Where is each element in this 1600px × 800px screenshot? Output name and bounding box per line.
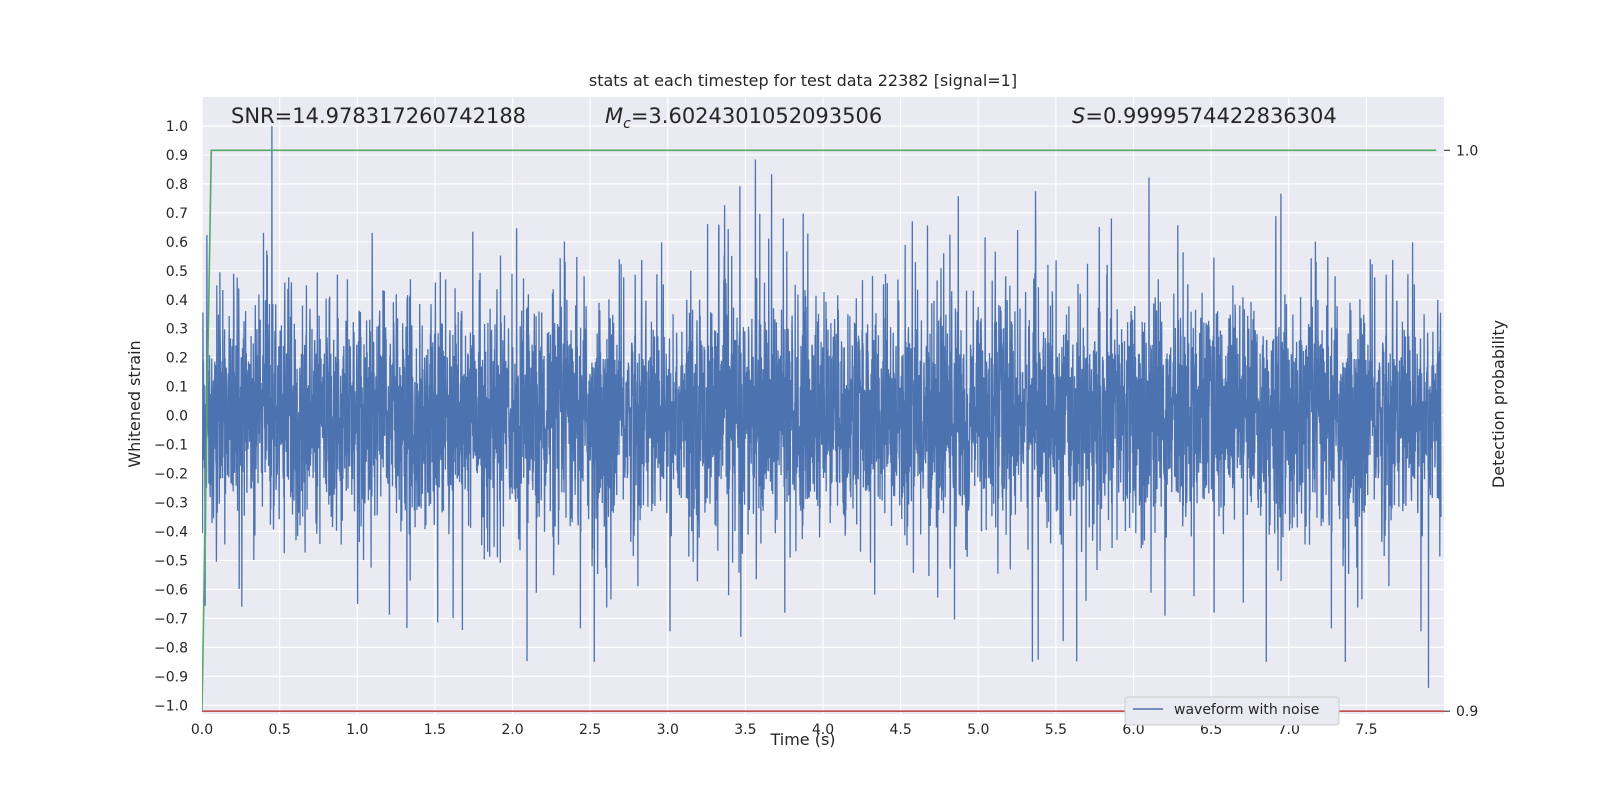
y-tick-label: 0.0 — [166, 409, 188, 425]
snr-annotation: SNR=14.978317260742188 — [231, 104, 526, 128]
x-tick-label: 4.0 — [812, 722, 834, 738]
y2-tick-label: 1.0 — [1456, 143, 1478, 159]
y2-axis-label: Detection probability — [1489, 320, 1508, 488]
x-tick-label: 5.5 — [1045, 722, 1067, 738]
x-tick-label: 7.0 — [1278, 722, 1300, 738]
chirp-mass-symbol: M — [605, 104, 623, 128]
tick-labels: 0.0 0.5 1.0 1.5 2.0 2.5 3.0 3.5 4.0 4.5 5.0 5.5 6.0 6… — [154, 119, 1478, 738]
significance-annotation: S=0.9999574422836304 — [1072, 104, 1337, 128]
y-tick-label: 1.0 — [166, 119, 188, 135]
y-tick-label: −0.4 — [154, 525, 188, 541]
x-tick-label: 5.0 — [967, 722, 989, 738]
x-tick-label: 6.0 — [1122, 722, 1144, 738]
y2-tick-label: 0.9 — [1456, 704, 1478, 720]
legend-box — [1124, 696, 1340, 726]
y-tick-label: 0.8 — [166, 177, 188, 193]
legend-label: waveform with noise — [1174, 702, 1319, 718]
y-tick-label: −0.3 — [154, 496, 188, 512]
x-tick-label: 1.0 — [346, 722, 368, 738]
series-line-probability-1 — [202, 149, 1437, 712]
significance-symbol: S — [1072, 104, 1085, 128]
chirp-mass-value: =3.6024301052093506 — [631, 104, 882, 128]
x-tick-label: 7.5 — [1355, 722, 1377, 738]
y-tick-label: 0.3 — [166, 322, 188, 338]
x-tick-label: 6.5 — [1200, 722, 1222, 738]
series-line-waveform-with-noise — [202, 125, 1442, 688]
y-tick-label: 0.4 — [166, 293, 188, 309]
y-tick-label: −0.1 — [154, 438, 188, 454]
x-tick-label: 0.5 — [268, 722, 290, 738]
y-axis-label: Whitened strain — [125, 340, 144, 467]
y-tick-label: 0.5 — [166, 264, 188, 280]
x-tick-label: 2.5 — [579, 722, 601, 738]
x-tick-label: 1.5 — [424, 722, 446, 738]
y-tick-label: 0.9 — [166, 148, 188, 164]
x-tick-label: 3.0 — [657, 722, 679, 738]
y-tick-label: −0.9 — [154, 669, 188, 685]
x-tick-label: 3.5 — [734, 722, 756, 738]
y-tick-label: −0.2 — [154, 467, 188, 483]
significance-value: =0.9999574422836304 — [1085, 104, 1336, 128]
y-tick-label: 0.6 — [166, 235, 188, 251]
x-tick-label: 4.5 — [889, 722, 911, 738]
y-tick-label: −0.8 — [154, 640, 188, 656]
legend: waveform with noise — [1124, 696, 1340, 726]
chirp-mass-annotation: Mc=3.6024301052093506 — [605, 104, 882, 132]
y-tick-label: 0.7 — [166, 206, 188, 222]
y-tick-label: −1.0 — [154, 698, 188, 714]
y-tick-label: 0.2 — [166, 351, 188, 367]
y-tick-label: −0.7 — [154, 611, 188, 627]
chirp-mass-subscript: c — [623, 116, 631, 132]
x-tick-label: 0.0 — [191, 722, 213, 738]
x-tick-label: 2.0 — [501, 722, 523, 738]
x-axis-label: Time (s) — [769, 730, 835, 749]
chart-title: stats at each timestep for test data 223… — [589, 71, 1017, 90]
y-tick-label: −0.5 — [154, 553, 188, 569]
y-tick-label: −0.6 — [154, 582, 188, 598]
y-tick-label: 0.1 — [166, 380, 188, 396]
